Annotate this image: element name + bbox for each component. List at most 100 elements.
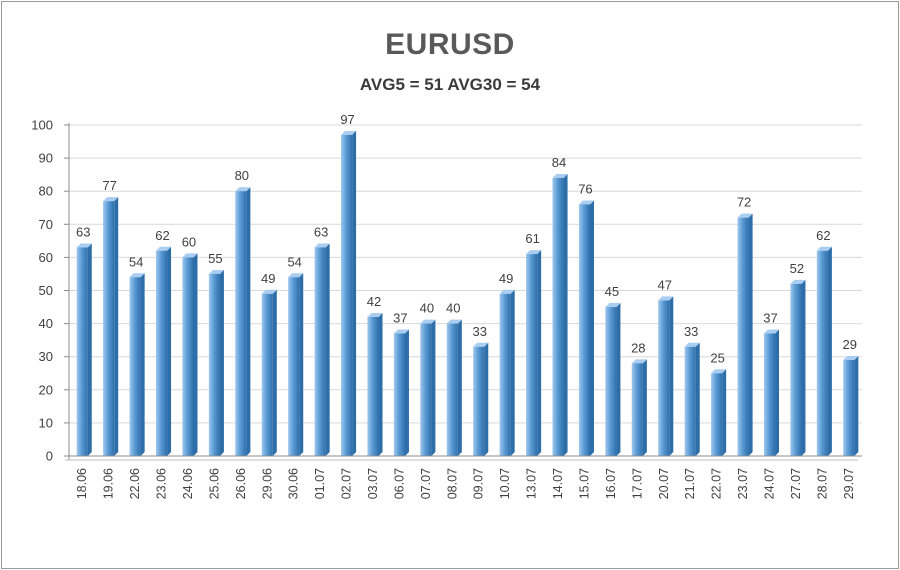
- bar-side: [642, 359, 647, 456]
- bar-front: [208, 273, 220, 456]
- bar: [288, 273, 304, 456]
- bar-top: [843, 356, 859, 361]
- bar: [790, 279, 806, 456]
- x-tick-label: 23.06: [155, 468, 169, 499]
- bar-top: [578, 200, 595, 205]
- bar-front: [182, 257, 194, 456]
- bar: [155, 246, 172, 456]
- data-label: 45: [605, 284, 619, 299]
- bar: [658, 296, 674, 456]
- bar-side: [431, 319, 436, 456]
- bar-side: [404, 329, 409, 456]
- bar-top: [790, 279, 806, 284]
- bar-side: [590, 200, 595, 456]
- data-label: 40: [420, 301, 434, 316]
- bar-top: [816, 246, 832, 251]
- x-tick-label: 29.06: [260, 468, 274, 499]
- bar-side: [854, 356, 859, 456]
- bar-top: [155, 246, 172, 251]
- bar: [526, 250, 542, 456]
- bar-top: [340, 130, 357, 135]
- data-label: 77: [102, 178, 116, 193]
- bar-front: [129, 277, 141, 456]
- bar-front: [235, 191, 247, 456]
- bar-front: [155, 250, 168, 456]
- bar-top: [658, 296, 674, 301]
- bar: [367, 312, 383, 456]
- bar-side: [616, 303, 621, 456]
- bar-side: [484, 342, 489, 456]
- bar-front: [737, 217, 749, 456]
- bar-front: [261, 293, 273, 456]
- bar-top: [552, 173, 568, 178]
- bar-side: [775, 329, 780, 456]
- bar-front: [790, 283, 802, 456]
- bar-front: [499, 293, 511, 456]
- bar-front: [552, 177, 564, 456]
- x-tick-label: 23.07: [736, 468, 750, 499]
- data-label: 60: [182, 234, 196, 249]
- x-tick-label: 02.07: [340, 468, 354, 499]
- bar-side: [325, 243, 330, 456]
- bar-front: [816, 250, 828, 456]
- y-tick-label: 40: [39, 316, 53, 331]
- data-label: 33: [684, 324, 698, 339]
- data-label: 49: [499, 271, 513, 286]
- bar-top: [103, 197, 119, 202]
- bar-side: [219, 269, 224, 456]
- bar-top: [684, 342, 700, 347]
- bar-side: [140, 273, 145, 456]
- bar-top: [393, 329, 409, 334]
- x-tick-label: 03.07: [366, 468, 380, 499]
- bar-side: [722, 369, 727, 456]
- bar: [420, 319, 436, 456]
- bar-front: [393, 333, 405, 456]
- bar-top: [314, 243, 330, 248]
- bar-front: [446, 323, 458, 456]
- bar: [552, 173, 568, 456]
- x-axis: 18.06 19.06 22.06 23.06 24.06 25.06 26.06 29.06…: [65, 455, 862, 499]
- bar-top: [473, 342, 489, 347]
- x-tick-label: 10.07: [498, 468, 512, 499]
- bar-side: [537, 250, 542, 456]
- bar-top: [711, 369, 727, 374]
- bar: [235, 187, 251, 456]
- data-label: 25: [710, 350, 724, 365]
- bar-front: [340, 134, 353, 456]
- x-tick-label: 19.06: [102, 468, 116, 499]
- x-tick-label: 08.07: [445, 468, 459, 499]
- bar-side: [167, 246, 172, 456]
- bar-side: [352, 130, 357, 456]
- y-tick-label: 80: [39, 184, 53, 199]
- x-tick-label: 01.07: [313, 468, 327, 499]
- data-label: 54: [287, 254, 301, 269]
- bar-side: [510, 289, 515, 456]
- bar-front: [658, 300, 670, 456]
- data-label: 33: [472, 324, 486, 339]
- y-tick-label: 20: [39, 382, 53, 397]
- data-label: 29: [843, 337, 857, 352]
- x-tick-label: 13.07: [525, 468, 539, 499]
- bar-top: [208, 269, 224, 274]
- bar: [261, 289, 277, 456]
- y-tick-label: 10: [39, 415, 53, 430]
- data-label: 97: [340, 112, 354, 127]
- data-label: 76: [578, 181, 592, 196]
- x-tick-label: 30.06: [287, 468, 301, 499]
- bar: [208, 269, 224, 456]
- data-labels: 63 77 54 62 60 55 80 49 54 63 97 42 37 40 40 33 49 61 84 76…: [76, 112, 857, 365]
- data-label: 63: [76, 224, 90, 239]
- bar-front: [367, 316, 379, 456]
- bar: [631, 359, 647, 456]
- bar-front: [684, 346, 696, 456]
- data-label: 62: [816, 228, 830, 243]
- bar: [393, 329, 409, 456]
- bar-front: [605, 307, 617, 456]
- bar: [816, 246, 832, 456]
- bar-front: [843, 360, 855, 456]
- x-tick-label: 14.07: [551, 468, 565, 499]
- x-tick-label: 06.07: [392, 468, 406, 499]
- y-tick-label: 90: [39, 151, 53, 166]
- y-axis: 0 10 20 30 40 50 60 70 80 90 100: [31, 118, 70, 464]
- bar-side: [563, 173, 568, 456]
